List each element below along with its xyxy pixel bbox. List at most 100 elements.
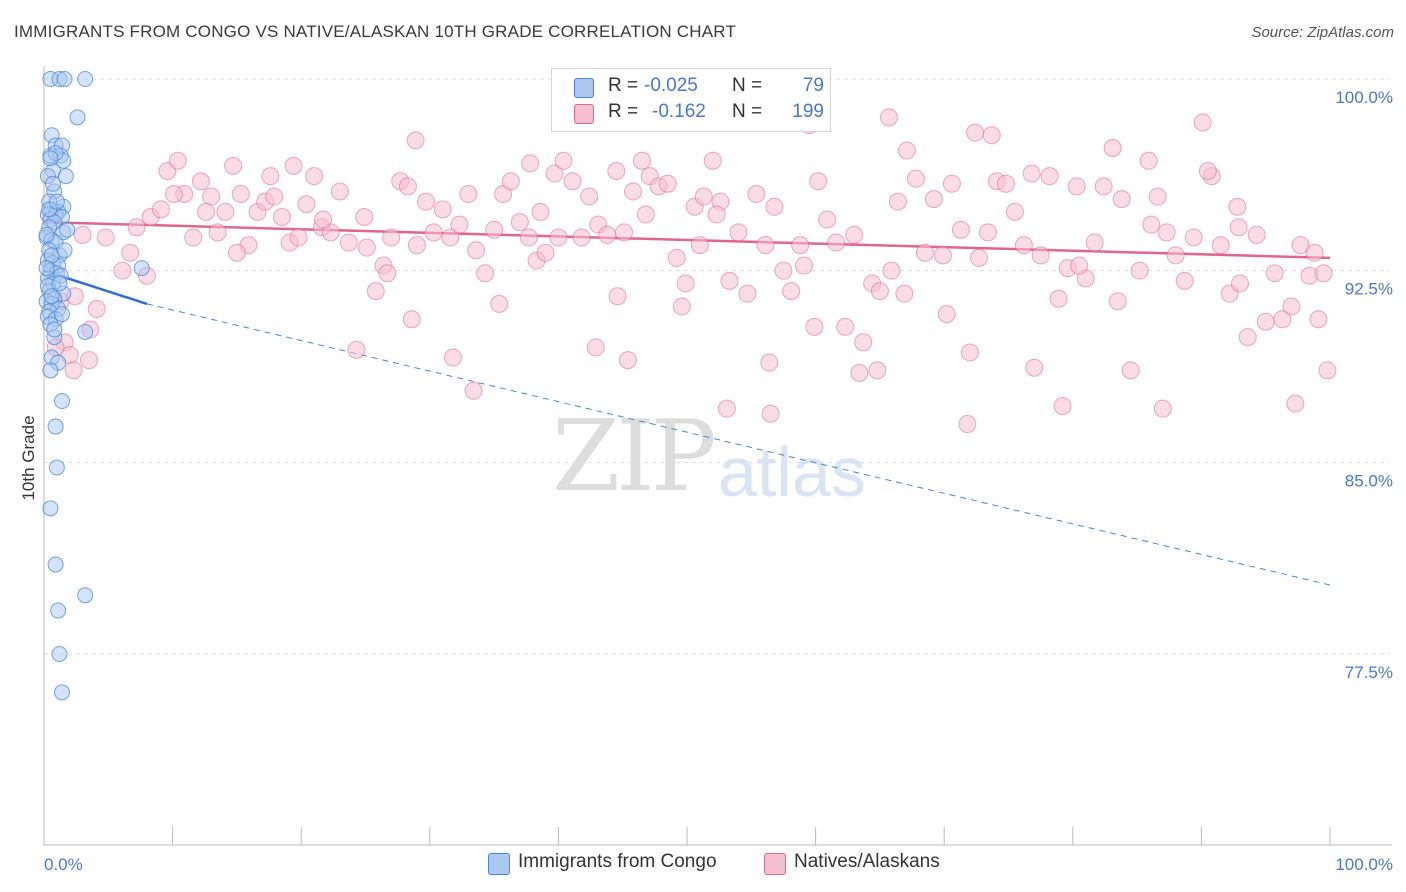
data-point-natives: [1157, 223, 1176, 242]
data-point-natives: [756, 236, 775, 255]
data-point-congo: [43, 288, 60, 305]
data-point-congo: [54, 306, 71, 323]
data-point-natives: [563, 172, 582, 191]
data-point-congo: [69, 109, 86, 126]
data-point-natives: [882, 261, 901, 280]
data-point-natives: [113, 261, 132, 280]
data-point-natives: [897, 141, 916, 160]
data-point-natives: [774, 261, 793, 280]
data-point-natives: [1130, 261, 1149, 280]
data-point-natives: [978, 223, 997, 242]
data-point-natives: [618, 351, 637, 370]
y-tick-label: 85.0%: [1345, 471, 1393, 490]
data-point-natives: [459, 185, 478, 203]
data-point-natives: [598, 225, 617, 244]
data-point-natives: [720, 271, 739, 290]
data-point-natives: [958, 415, 977, 433]
data-point-natives: [937, 305, 956, 324]
data-point-natives: [467, 241, 486, 260]
data-point-natives: [378, 264, 397, 283]
data-point-natives: [1049, 289, 1068, 308]
data-point-natives: [127, 218, 146, 237]
data-point-natives: [933, 246, 952, 265]
data-point-natives: [729, 223, 748, 242]
data-point-natives: [1142, 215, 1161, 234]
data-point-natives: [366, 282, 385, 301]
data-point-congo: [42, 362, 59, 379]
data-point-natives: [1094, 177, 1113, 196]
data-point-congo: [47, 556, 64, 573]
data-point-natives: [1184, 228, 1203, 247]
data-point-natives: [636, 205, 655, 224]
legend-r-value: -0.025: [644, 75, 698, 96]
legend-label-congo: Immigrants from Congo: [518, 851, 717, 872]
correlation-legend: R = -0.025 N = 79 R = -0.162 N = 199: [551, 68, 831, 132]
data-point-natives: [586, 338, 605, 357]
data-point-natives: [982, 126, 1001, 145]
data-point-natives: [850, 363, 869, 382]
data-point-natives: [1022, 164, 1041, 183]
data-point-natives: [608, 287, 627, 306]
data-point-natives: [197, 202, 216, 221]
trend-line-congo-projection: [146, 303, 1331, 586]
x-tick-label: 100.0%: [1335, 855, 1393, 874]
data-point-natives: [382, 228, 401, 247]
data-point-natives: [1286, 394, 1305, 413]
data-point-natives: [765, 197, 784, 216]
legend-n-label: N =: [732, 101, 763, 122]
data-point-natives: [707, 205, 726, 224]
data-point-natives: [485, 220, 504, 239]
data-point-natives: [152, 200, 171, 219]
data-point-congo: [50, 602, 67, 619]
data-point-natives: [791, 236, 810, 255]
data-point-natives: [1228, 197, 1247, 216]
data-point-natives: [339, 233, 358, 252]
data-point-congo: [57, 168, 74, 185]
y-tick-label: 77.5%: [1345, 663, 1393, 682]
data-point-natives: [297, 195, 316, 214]
data-point-natives: [924, 190, 943, 209]
data-point-natives: [915, 243, 934, 262]
y-axis-title: 10th Grade: [19, 415, 38, 500]
data-point-natives: [1256, 312, 1275, 331]
data-point-natives: [1112, 190, 1131, 209]
data-point-natives: [1282, 297, 1301, 316]
data-point-natives: [416, 192, 435, 211]
data-point-natives: [879, 108, 898, 127]
data-point-natives: [121, 243, 140, 262]
data-point-natives: [1198, 162, 1217, 180]
data-point-natives: [87, 300, 106, 318]
data-point-natives: [760, 353, 779, 372]
data-point-natives: [747, 185, 766, 203]
data-point-natives: [960, 343, 979, 362]
data-point-natives: [443, 348, 462, 367]
data-point-natives: [510, 213, 529, 232]
data-point-congo: [42, 150, 59, 167]
data-point-congo: [133, 260, 150, 277]
data-point-natives: [1305, 243, 1324, 262]
data-point-natives: [402, 310, 421, 329]
data-point-congo: [48, 459, 65, 476]
data-point-natives: [265, 187, 284, 206]
data-point-natives: [1166, 246, 1185, 265]
data-point-natives: [347, 340, 366, 359]
data-point-natives: [202, 187, 221, 206]
data-point-natives: [996, 174, 1015, 193]
data-point-natives: [191, 172, 210, 191]
data-point-congo: [56, 242, 73, 259]
legend-swatch-blue: [488, 853, 510, 875]
source-label: Source: ZipAtlas.com: [1251, 24, 1394, 41]
legend-swatch-pink: [574, 104, 594, 124]
data-point-natives: [476, 264, 495, 283]
data-point-natives: [694, 187, 713, 206]
data-point-natives: [357, 238, 376, 257]
series-legend: Immigrants from Congo Natives/Alaskans: [0, 851, 1406, 879]
data-point-natives: [623, 182, 642, 201]
data-point-natives: [1238, 328, 1257, 347]
data-point-natives: [1230, 274, 1249, 293]
data-point-natives: [554, 151, 573, 170]
data-point-natives: [314, 210, 333, 229]
data-point-natives: [490, 294, 509, 313]
legend-swatch-blue: [574, 78, 594, 98]
data-point-natives: [1153, 399, 1172, 418]
